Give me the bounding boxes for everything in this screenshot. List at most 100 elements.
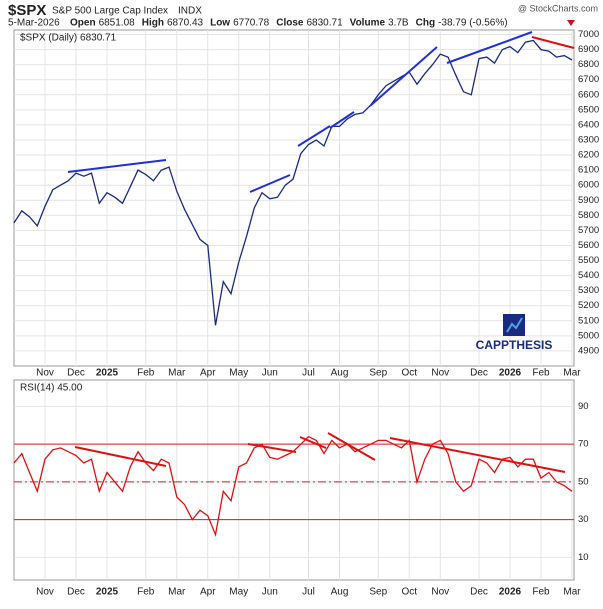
y-tick-label: 5800 <box>578 210 599 221</box>
y-tick-label: 6700 <box>578 74 599 85</box>
y-tick-label: 6500 <box>578 104 599 115</box>
x-tick-label: Nov <box>36 587 54 598</box>
x-tick-label: Oct <box>401 368 417 379</box>
y-tick-label: 6000 <box>578 180 599 191</box>
exchange: INDX <box>178 6 202 17</box>
x-tick-label: Oct <box>401 587 417 598</box>
y-tick-label: 50 <box>578 476 589 487</box>
rsi-panel <box>13 379 575 581</box>
y-tick-label: 5300 <box>578 285 599 296</box>
x-tick-label: Feb <box>532 368 550 379</box>
x-tick-label: Feb <box>532 587 550 598</box>
trendline <box>329 111 355 129</box>
x-tick-label: May <box>229 368 248 379</box>
x-tick-label: 2025 <box>96 368 119 379</box>
y-tick-label: 6100 <box>578 165 599 176</box>
x-tick-label: Dec <box>470 368 488 379</box>
quote-label: Volume <box>350 18 386 29</box>
x-tick-label: Jul <box>302 368 315 379</box>
down-arrow <box>567 20 575 26</box>
trendline <box>446 31 533 64</box>
x-tick-label: Nov <box>431 587 449 598</box>
y-tick-label: 7000 <box>578 29 599 40</box>
source: @ StockCharts.com <box>518 3 598 13</box>
x-tick-label: Nov <box>36 368 54 379</box>
trendline <box>74 446 167 467</box>
x-tick-label: Nov <box>431 368 449 379</box>
quote: Open 6851.08 High 6870.43 Low 6770.78 Close 683… <box>70 18 508 29</box>
quote-value: 6770.78 <box>233 18 270 29</box>
red-trendlines <box>74 36 575 473</box>
trendline <box>67 159 167 173</box>
x-tick-label: Dec <box>470 587 488 598</box>
y-tick-label: 5500 <box>578 255 599 266</box>
quote-label: Low <box>210 18 230 29</box>
index-name: S&P 500 Large Cap Index <box>52 6 168 17</box>
trendline <box>369 46 438 107</box>
x-tick-label: Jun <box>262 587 278 598</box>
y-tick-label: 6400 <box>578 119 599 130</box>
trendline <box>299 436 327 449</box>
y-tick-label: 30 <box>578 514 589 525</box>
x-tick-label: Jul <box>302 587 315 598</box>
quote-label: Chg <box>416 18 435 29</box>
quote-value: 6870.43 <box>167 18 204 29</box>
x-tick-label: Sep <box>369 587 387 598</box>
trendline <box>389 437 566 473</box>
quote-label: Close <box>276 18 304 29</box>
y-tick-label: 6900 <box>578 44 599 55</box>
price-panel <box>13 29 575 367</box>
y-tick-label: 6600 <box>578 89 599 100</box>
y-tick-label: 5600 <box>578 240 599 251</box>
x-tick-label: Mar <box>563 587 581 598</box>
trendline <box>247 443 297 453</box>
quote-label: High <box>142 18 164 29</box>
y-tick-label: 5100 <box>578 315 599 326</box>
x-tick-label: 2026 <box>499 587 522 598</box>
x-tick-label: Dec <box>67 368 85 379</box>
y-tick-label: 90 <box>578 401 589 412</box>
y-tick-label: 70 <box>578 439 589 450</box>
x-tick-label: Apr <box>200 368 216 379</box>
x-tick-label: Aug <box>331 368 349 379</box>
x-tick-label: Feb <box>137 368 155 379</box>
y-tick-label: 6200 <box>578 150 599 161</box>
panel-title: $SPX (Daily) 6830.71 <box>20 33 117 44</box>
y-tick-label: 5400 <box>578 270 599 281</box>
trendline <box>297 125 331 147</box>
trendline <box>327 432 376 461</box>
quote-value: -38.79 (-0.56%) <box>438 18 507 29</box>
y-tick-label: 6300 <box>578 135 599 146</box>
x-tick-label: Apr <box>200 587 216 598</box>
x-tick-label: Mar <box>563 368 581 379</box>
x-tick-label: Aug <box>331 587 349 598</box>
symbol: $SPX <box>8 2 46 19</box>
logo-text: CAPPTHESIS <box>476 338 553 352</box>
trendlines <box>67 31 533 193</box>
x-tick-label: Sep <box>369 368 387 379</box>
x-tick-label: 2025 <box>96 587 119 598</box>
series-line <box>13 39 573 326</box>
trendline <box>249 174 291 193</box>
quote-value: 6830.71 <box>306 18 343 29</box>
y-tick-label: 10 <box>578 552 589 563</box>
trendline <box>531 36 575 49</box>
x-tick-label: Dec <box>67 587 85 598</box>
y-tick-label: 5700 <box>578 225 599 236</box>
x-tick-label: Jun <box>262 368 278 379</box>
y-tick-label: 6800 <box>578 59 599 70</box>
y-tick-label: 4900 <box>578 345 599 356</box>
quote-label: Open <box>70 18 96 29</box>
x-tick-label: Feb <box>137 587 155 598</box>
x-tick-label: May <box>229 587 248 598</box>
x-tick-label: Mar <box>168 587 186 598</box>
panel-title: RSI(14) 45.00 <box>20 383 83 394</box>
date: 5-Mar-2026 <box>8 18 60 29</box>
y-tick-label: 5900 <box>578 195 599 206</box>
y-tick-label: 5000 <box>578 330 599 341</box>
logo: CAPPTHESIS <box>476 314 553 352</box>
plots: Nov Dec 2025 Feb Mar Apr May Jun Jul Aug Sep Oct Nov… <box>13 29 599 598</box>
y-tick-label: 5200 <box>578 300 599 311</box>
x-tick-label: Mar <box>168 368 186 379</box>
